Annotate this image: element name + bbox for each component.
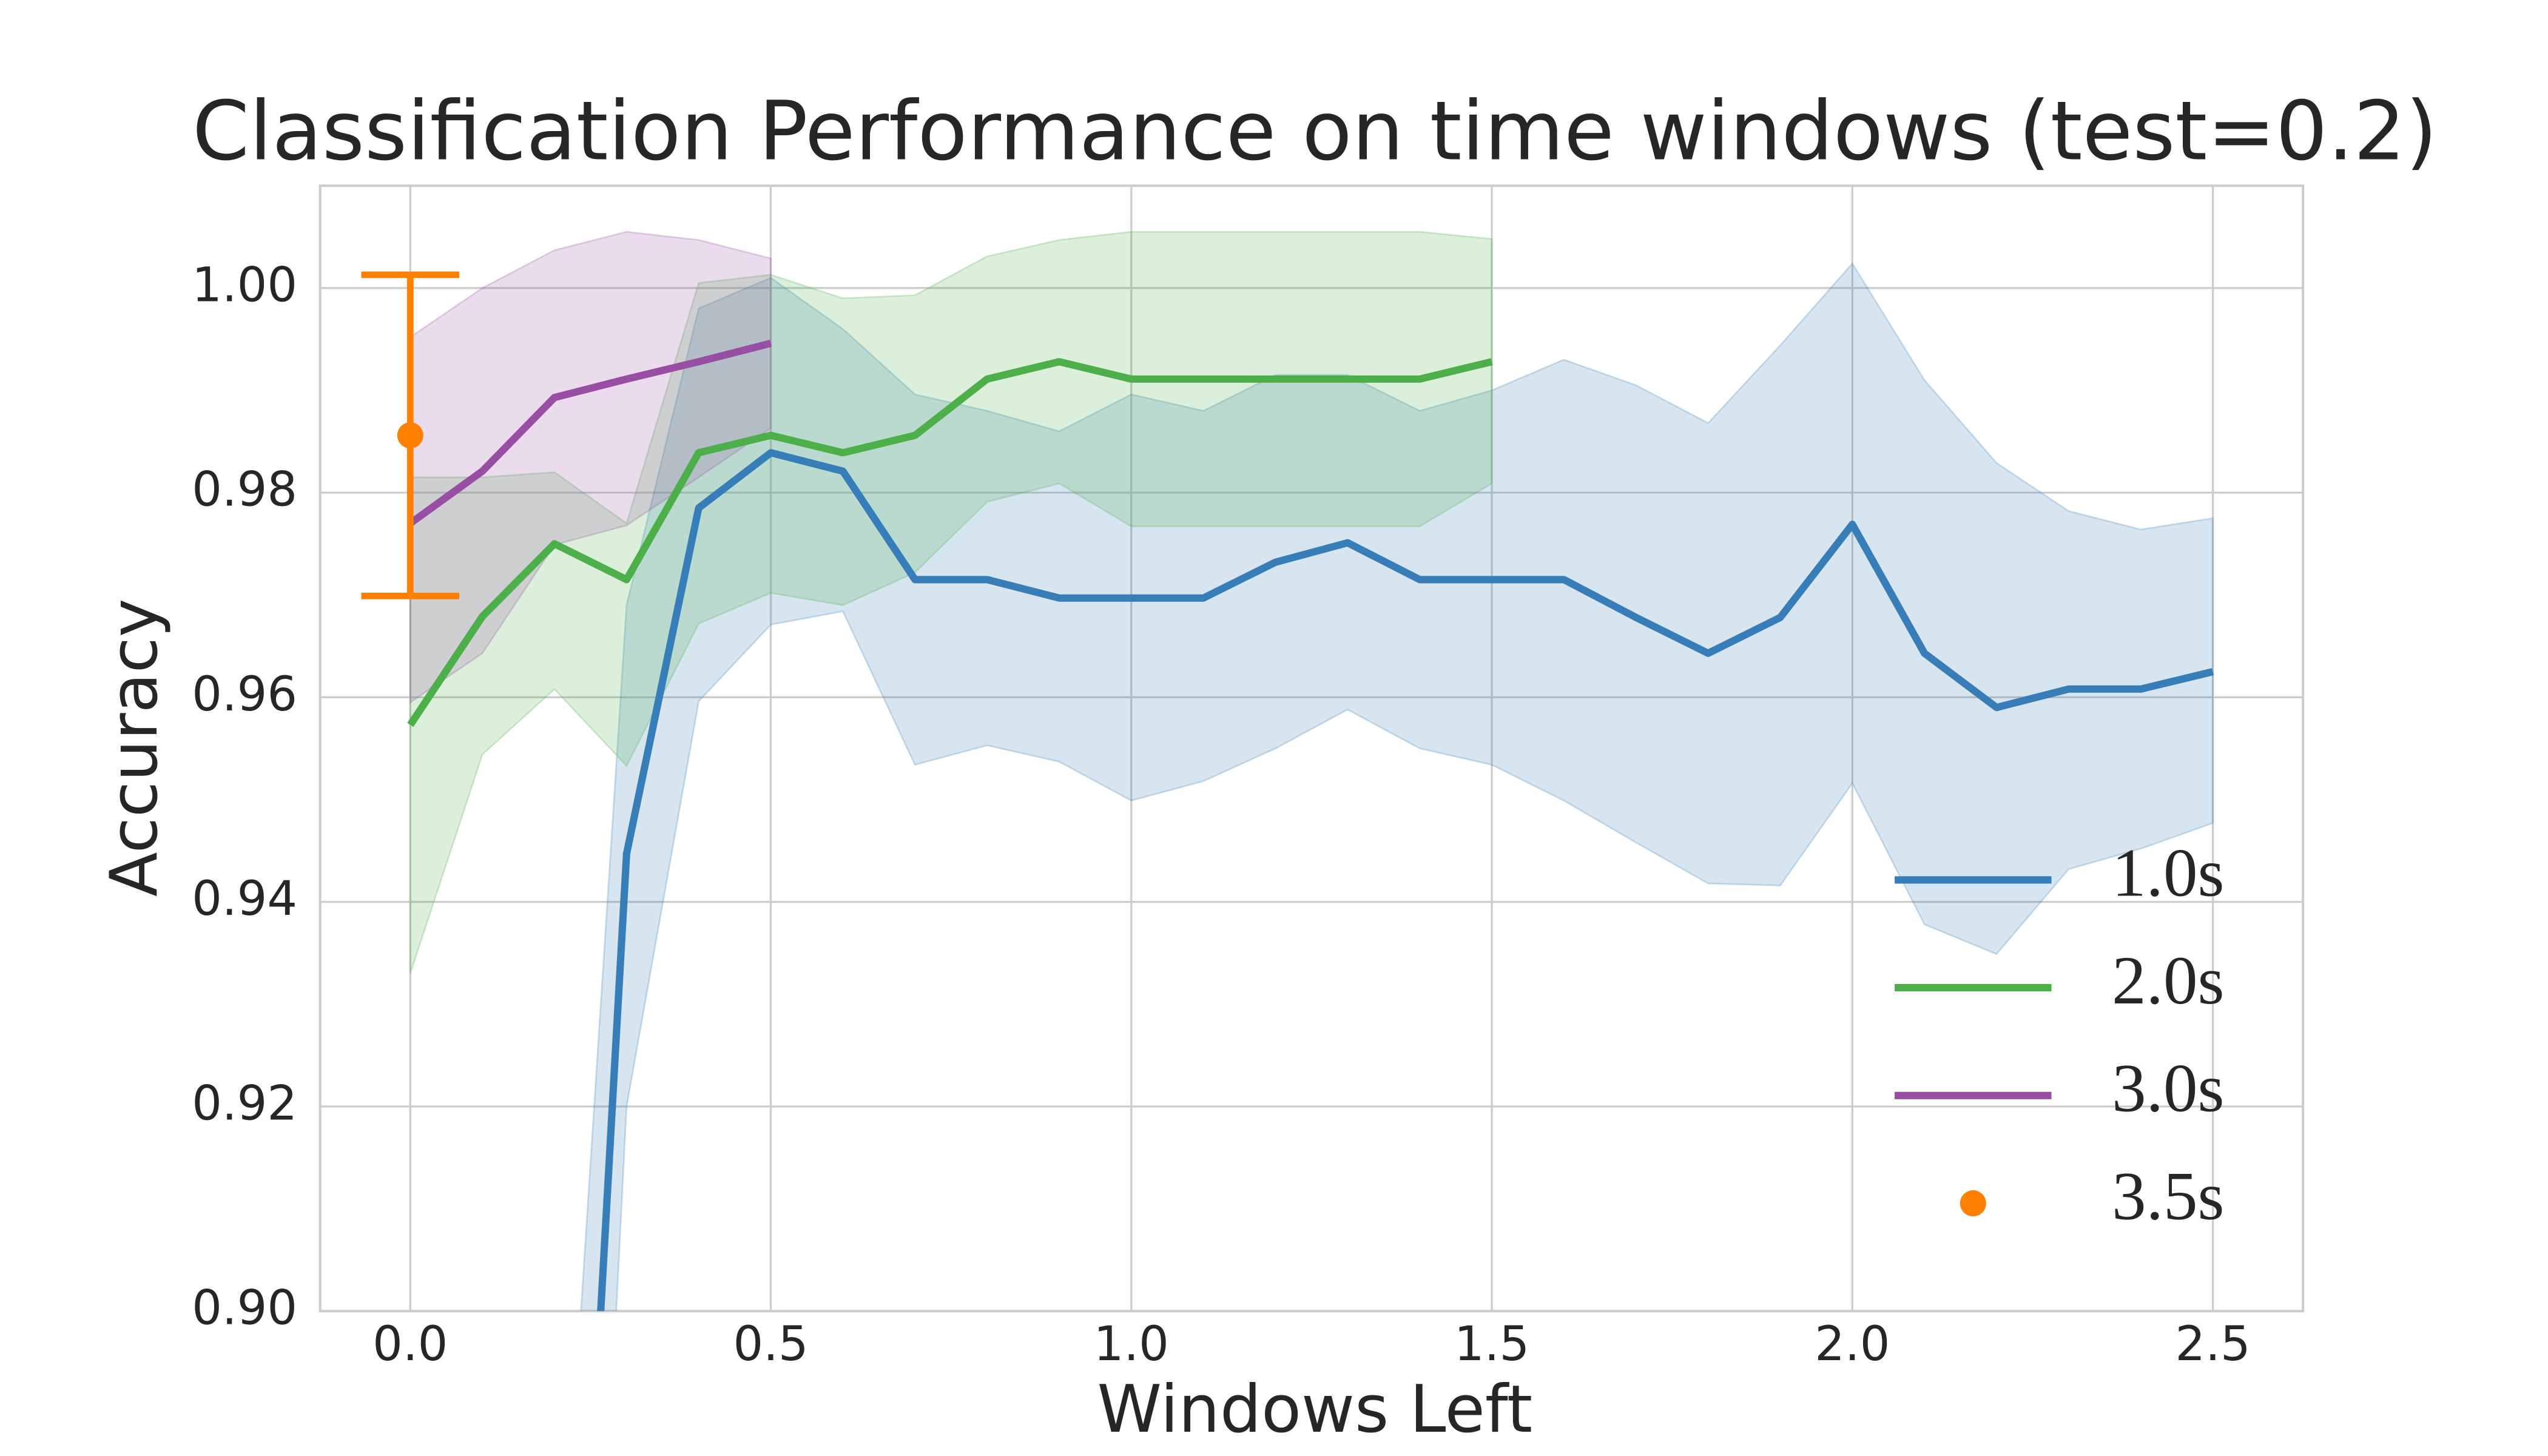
legend-label: 3.0s [2112,1051,2224,1127]
y-tick-label: 0.92 [192,1076,297,1131]
x-tick-label: 0.0 [372,1317,448,1372]
y-tick-label: 1.00 [192,258,297,312]
legend-marker [1960,1190,1986,1216]
confidence-band [409,231,772,704]
y-tick-label: 0.94 [192,872,297,926]
chart-title: Classification Performance on time windo… [192,83,2438,178]
legend-label: 3.5s [2112,1158,2224,1234]
y-tick-label: 0.96 [192,667,297,722]
confidence-band [580,262,2214,1312]
plot-area [361,231,2214,1312]
x-tick-label: 1.0 [1094,1317,1169,1372]
legend-label: 2.0s [2112,943,2224,1019]
y-tick-label: 0.98 [192,463,297,517]
overlay: 1.0s 2.0s 3.0s 3.5s [1895,835,2224,1234]
y-axis-label: Accuracy [96,598,172,897]
x-tick-label: 2.0 [1815,1317,1890,1372]
x-axis-label: Windows Left [1097,1372,1533,1448]
series-line [407,358,1493,727]
series-line [597,449,2214,1312]
x-tick-label: 2.5 [2176,1317,2251,1372]
series-line [408,339,772,527]
point [397,422,423,449]
confidence-band [409,231,1493,974]
x-tick-label: 1.5 [1454,1317,1529,1372]
legend-label: 1.0s [2112,835,2224,911]
x-tick-label: 0.5 [733,1317,808,1372]
y-tick-label: 0.90 [192,1281,297,1336]
